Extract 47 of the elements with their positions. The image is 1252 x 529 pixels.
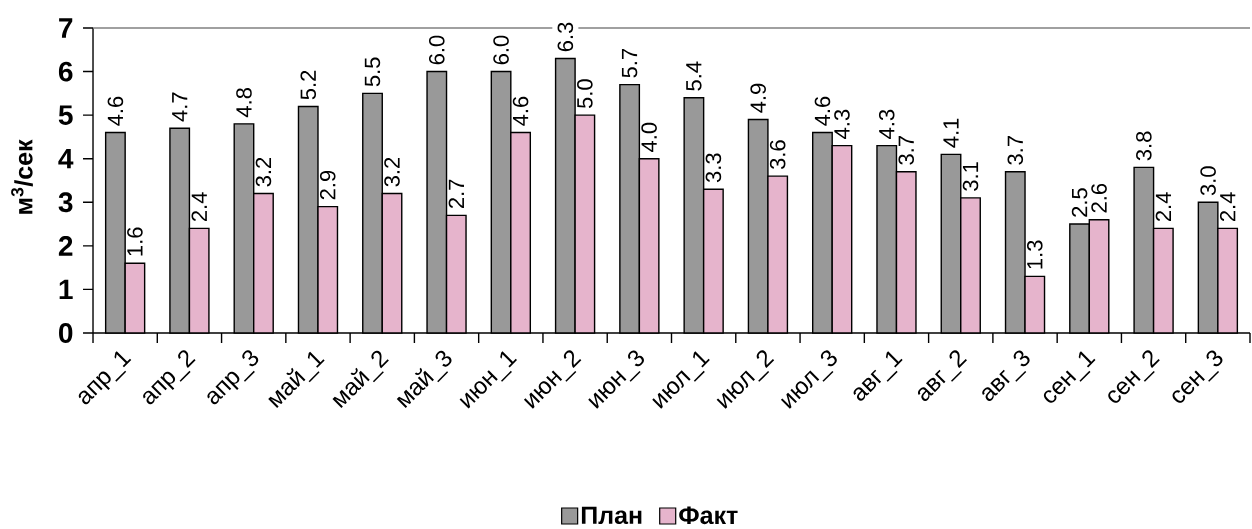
data-label: 5.5: [364, 57, 381, 87]
data-label: 3.8: [1136, 131, 1152, 161]
data-label: 6.0: [493, 35, 509, 65]
data-label: 3.0: [1200, 166, 1216, 196]
data-label: 2.5: [1071, 188, 1088, 217]
y-tick-label: 2: [58, 236, 73, 256]
data-label: 2.4: [1219, 192, 1236, 222]
data-label: 4.3: [878, 109, 895, 139]
data-label: 2.7: [448, 179, 464, 209]
data-label: 2.4: [1155, 192, 1172, 222]
data-label: 2.9: [319, 170, 336, 200]
y-tick-label: 7: [59, 18, 73, 38]
y-tick-label: 5: [58, 105, 73, 125]
data-label: 4.3: [834, 109, 850, 139]
data-label: 4.7: [172, 92, 188, 122]
data-label: 3.1: [962, 162, 979, 191]
data-label: 3.2: [384, 157, 400, 187]
data-label: 3.2: [255, 157, 272, 187]
legend-label: Факт: [679, 506, 738, 525]
y-axis-title: м$^{3}$/сек: [11, 139, 33, 214]
data-label: 6.0: [428, 35, 445, 65]
data-label: 5.2: [300, 70, 317, 100]
data-label: 5.4: [686, 61, 702, 91]
data-label: 4.1: [943, 118, 959, 148]
data-label: 3.7: [1007, 136, 1024, 165]
data-label: 4.9: [750, 83, 766, 113]
data-label: 1.3: [1026, 240, 1043, 269]
y-tick-label: 6: [58, 61, 73, 82]
data-label: 4.8: [236, 88, 252, 118]
data-label: 2.4: [191, 192, 207, 222]
data-label: 4.6: [107, 96, 124, 126]
data-label: 5.0: [577, 79, 593, 109]
data-label: 6.3: [557, 22, 574, 52]
data-label: 2.6: [1091, 183, 1107, 213]
legend-label: План: [581, 506, 642, 525]
data-label: 1.6: [127, 227, 143, 256]
y-tick-label: 3: [58, 192, 73, 213]
data-label: 4.6: [814, 96, 831, 126]
data-label: 4.6: [512, 96, 529, 126]
y-tick-label: 0: [59, 323, 73, 343]
data-label: 3.7: [898, 136, 915, 165]
data-label: 3.6: [769, 140, 786, 170]
y-tick-label: 1: [59, 279, 73, 300]
data-label: 5.7: [621, 48, 638, 78]
data-label: 3.3: [705, 153, 722, 183]
y-tick-label: 4: [58, 149, 74, 169]
data-label: 4.0: [641, 122, 657, 153]
